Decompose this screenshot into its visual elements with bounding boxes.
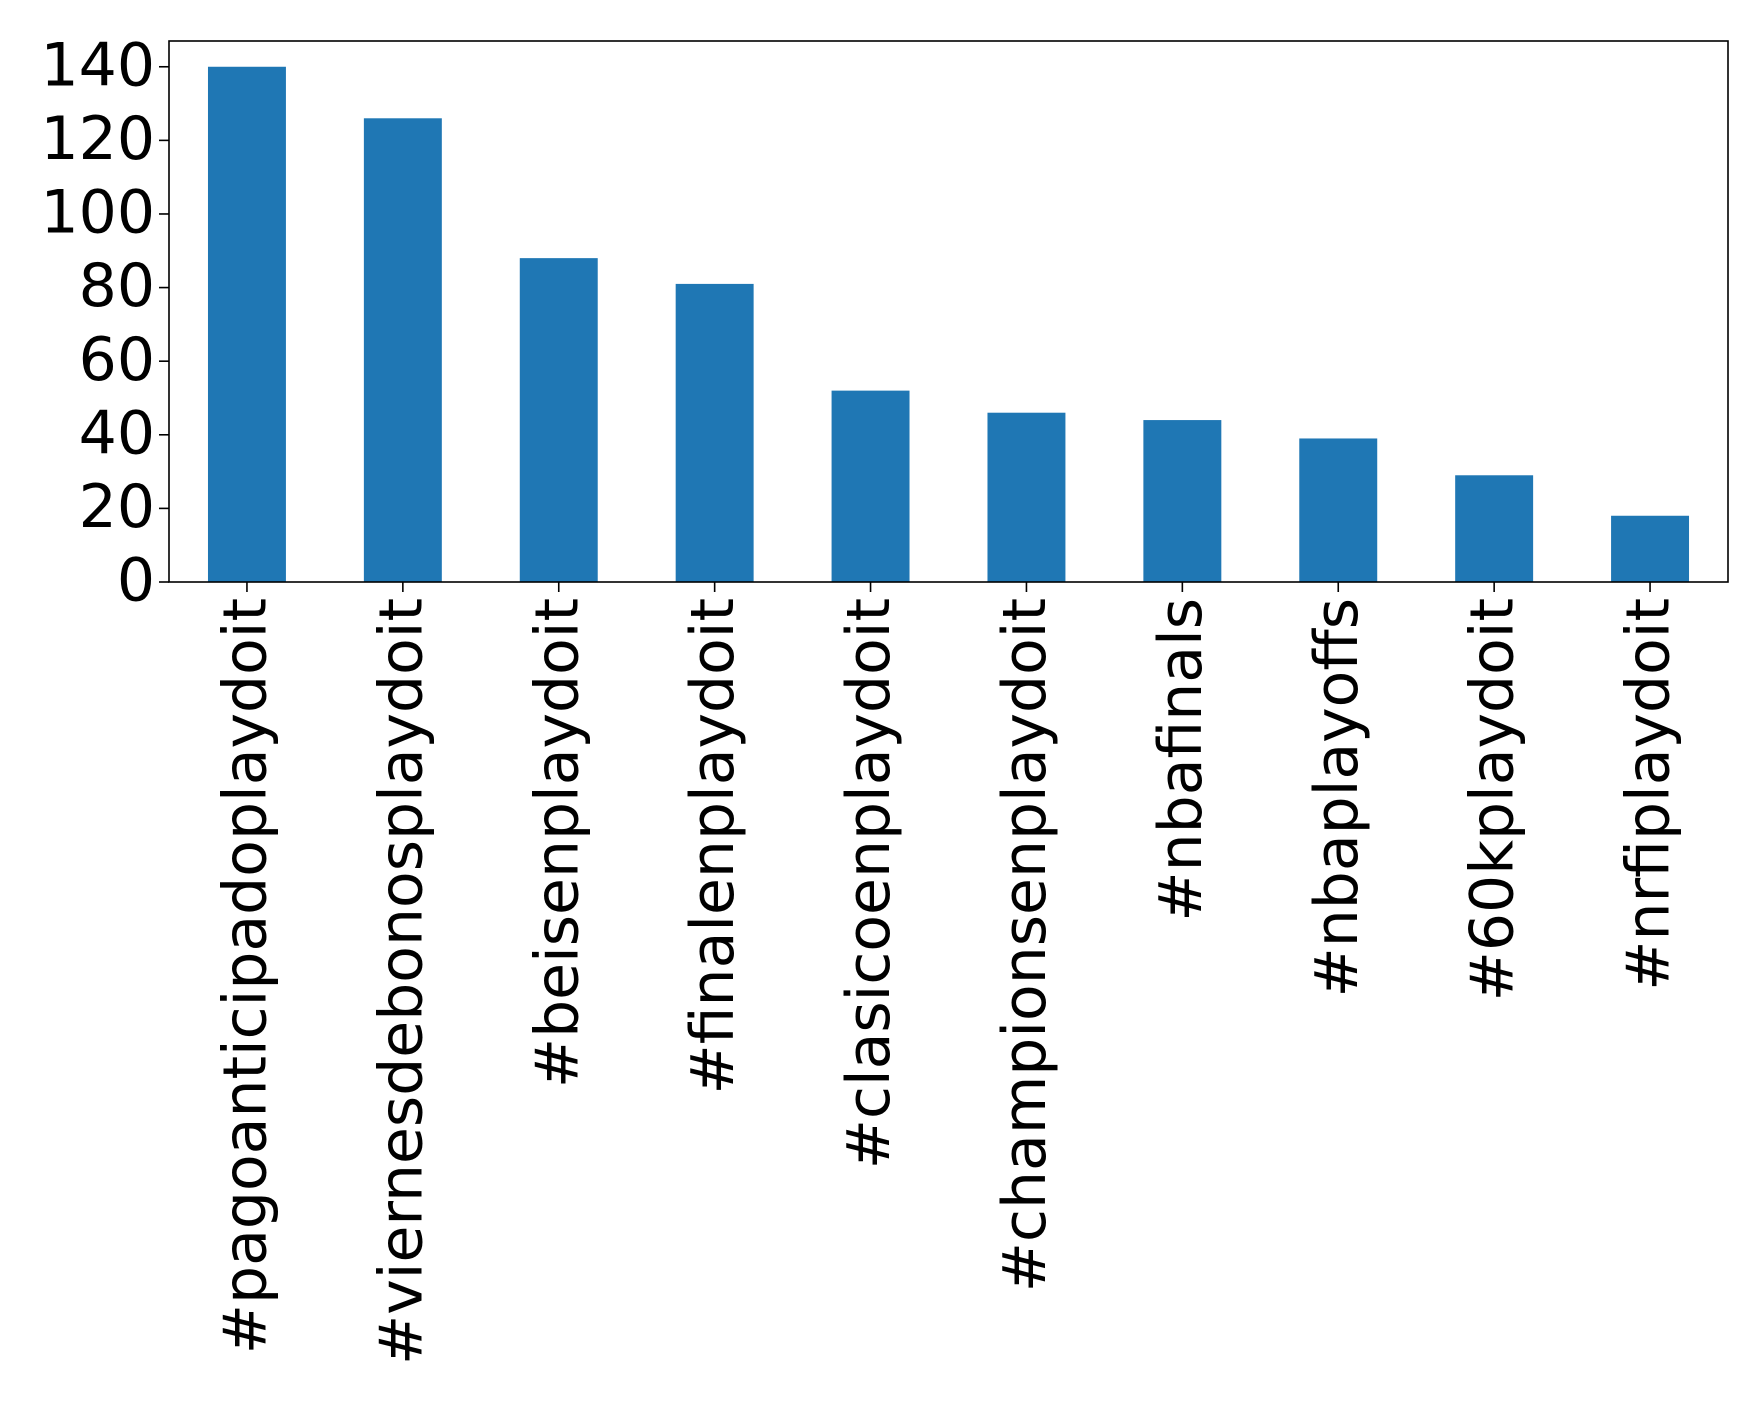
y-tick-label: 80 — [79, 251, 155, 321]
bar — [519, 258, 598, 582]
x-tick-label: #viernesdebonosplaydoit — [366, 598, 436, 1365]
bar — [1455, 475, 1534, 582]
x-tick-label: #clasicoenplaydoit — [834, 598, 904, 1169]
y-tick-label: 20 — [79, 472, 155, 542]
bar — [207, 66, 286, 582]
bar — [1299, 438, 1378, 582]
bar — [363, 118, 442, 583]
y-tick-label: 120 — [40, 104, 155, 174]
x-tick-label: #nbafinals — [1146, 598, 1216, 922]
x-tick-label: #nrfiplaydoit — [1614, 598, 1684, 991]
y-tick-label: 60 — [79, 325, 155, 395]
y-tick-label: 40 — [79, 398, 155, 468]
y-tick-label: 140 — [40, 30, 155, 100]
bar — [1611, 515, 1690, 582]
bar — [675, 283, 754, 582]
bar — [1143, 420, 1222, 582]
x-tick-label: #60kplaydoit — [1458, 598, 1528, 1001]
bar — [831, 390, 910, 582]
y-tick-label: 0 — [117, 546, 155, 616]
x-tick-label: #pagoanticipadoplaydoit — [211, 598, 281, 1354]
x-tick-label: #beisenplaydoit — [522, 598, 592, 1088]
bar — [987, 412, 1066, 582]
x-tick-label: #finalenplaydoit — [678, 598, 748, 1095]
y-tick-label: 100 — [40, 178, 155, 248]
plot-frame — [168, 40, 1729, 583]
x-tick-label: #championsenplaydoit — [990, 598, 1060, 1292]
x-tick-label: #nbaplayoffs — [1302, 598, 1372, 998]
